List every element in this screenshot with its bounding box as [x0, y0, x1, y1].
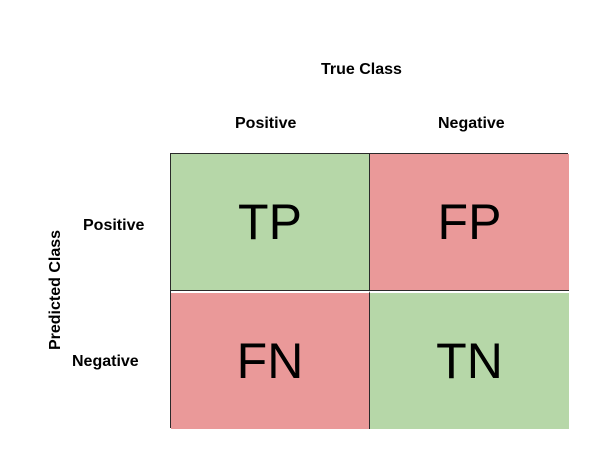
column-header-positive: Positive	[235, 115, 297, 132]
cell-false-negative: FN	[171, 291, 370, 429]
confusion-matrix-grid: TP FP FN TN	[170, 153, 569, 429]
predicted-class-title: Predicted Class	[47, 229, 64, 351]
cell-true-negative-label: TN	[436, 333, 503, 389]
cell-false-negative-label: FN	[236, 333, 304, 389]
cell-true-positive-label: TP	[238, 194, 302, 250]
cell-false-positive-label: FP	[437, 194, 502, 250]
cell-false-positive: FP	[370, 154, 569, 291]
cell-true-negative: TN	[370, 291, 569, 429]
row-header-positive: Positive	[83, 217, 145, 234]
column-header-negative: Negative	[438, 115, 505, 132]
row-header-negative: Negative	[72, 353, 139, 370]
cell-true-positive: TP	[171, 154, 370, 291]
true-class-title: True Class	[321, 61, 402, 78]
